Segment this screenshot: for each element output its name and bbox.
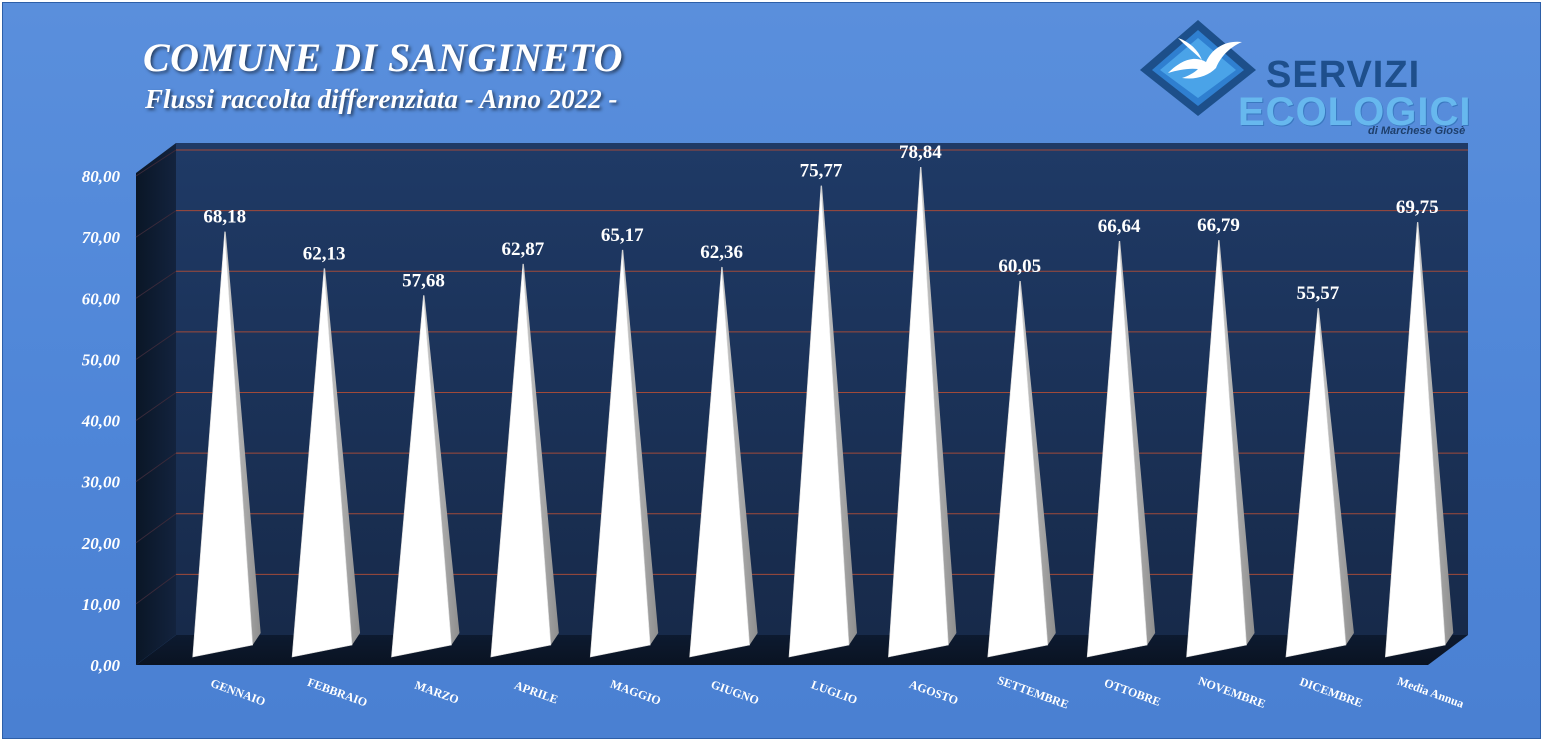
bar [689,266,750,658]
x-tick-label: Media Annua [1396,674,1466,711]
logo-text-ecologici: ECOLOGICI [1238,90,1472,134]
bar-side [920,167,957,645]
x-tick-label: OTTOBRE [1102,676,1162,709]
side-gridline [135,270,177,299]
bar [192,231,254,658]
bar-side [324,268,361,645]
x-tick-label: LUGLIO [809,677,859,707]
x-tick-label: DICEMBRE [1298,674,1365,710]
bar [1384,222,1446,658]
chart-subtitle: Flussi raccolta differenziata - Anno 202… [145,84,618,114]
bar [788,185,850,658]
bar-side [522,263,559,645]
bar [1186,240,1247,658]
y-tick-label: 10,00 [82,595,121,614]
data-label: 55,57 [1297,283,1340,304]
y-tick-label: 60,00 [82,289,121,308]
y-tick-label: 40,00 [81,412,121,431]
bar-side [1218,240,1255,645]
x-tick-label: GIUGNO [709,677,761,707]
y-tick-label: 30,00 [81,473,121,492]
bar-side [1019,280,1056,645]
data-bars [192,167,1454,658]
bar-side [224,231,261,645]
bar [888,167,949,658]
side-gridline [135,149,177,177]
y-tick-label: 20,00 [81,534,121,553]
x-tick-label: FEBBRAIO [306,675,370,710]
data-label: 62,13 [303,243,346,264]
side-gridline [135,392,177,421]
data-label: 78,84 [899,142,942,163]
bar-side [622,249,659,646]
data-labels: 68,18 62,13 57,68 62,87 65,17 62,36 75,77 78,84… [203,142,1438,304]
data-label: 60,05 [998,256,1041,277]
data-label: 57,68 [402,270,445,291]
x-tick-label: APRILE [513,678,560,707]
y-tick-label: 70,00 [82,228,121,247]
logo-text-owner: di Marchese Giosè [1368,125,1466,137]
bar-side [1317,308,1354,645]
bar [291,268,353,658]
side-gridline [135,452,177,483]
x-tick-label: MARZO [413,678,461,707]
bar-side [423,295,460,645]
x-axis-labels: GENNAIO FEBBRAIO MARZO APRILE MAGGIO GIUGNO LU… [209,673,1466,712]
data-label: 66,64 [1098,216,1141,237]
bar [589,249,651,658]
y-tick-label: 80,00 [82,167,121,186]
data-label: 65,17 [601,225,644,246]
data-label: 69,75 [1396,197,1439,218]
y-axis-ticks: 0,00 10,00 20,00 30,00 40,00 50,00 60,00 70,00 8… [81,167,121,675]
bar [987,280,1049,658]
bar [1086,240,1148,658]
bar-side [821,185,857,645]
bar-side [1119,240,1156,645]
y-tick-label: 50,00 [82,350,121,369]
side-wall [136,143,176,665]
logo-text-servizi: SERVIZI [1266,54,1421,96]
data-label: 75,77 [800,161,843,182]
side-gridline [135,210,177,238]
x-tick-label: MAGGIO [608,677,662,708]
side-gridline [135,331,177,360]
bar-side [1417,222,1454,645]
seagull-logo-icon [1140,20,1256,116]
bar [391,295,452,658]
x-tick-label: NOVEMBRE [1196,674,1267,711]
y-tick-label: 0,00 [90,656,120,675]
x-tick-label: SETTEMBRE [996,673,1071,712]
data-label: 62,87 [501,239,544,260]
company-logo: SERVIZI ECOLOGICI di Marchese Giosè [1138,18,1472,140]
bar [490,263,552,658]
bar-side [721,266,758,645]
bar [1285,308,1347,658]
data-label: 66,79 [1197,215,1240,236]
side-gridline [135,513,177,544]
x-tick-label: AGOSTO [907,677,960,708]
x-tick-label: GENNAIO [209,676,268,709]
data-label: 62,36 [700,242,743,263]
chart-title: COMUNE DI SANGINETO [143,35,623,80]
side-gridline [135,573,177,605]
data-label: 68,18 [203,207,246,228]
